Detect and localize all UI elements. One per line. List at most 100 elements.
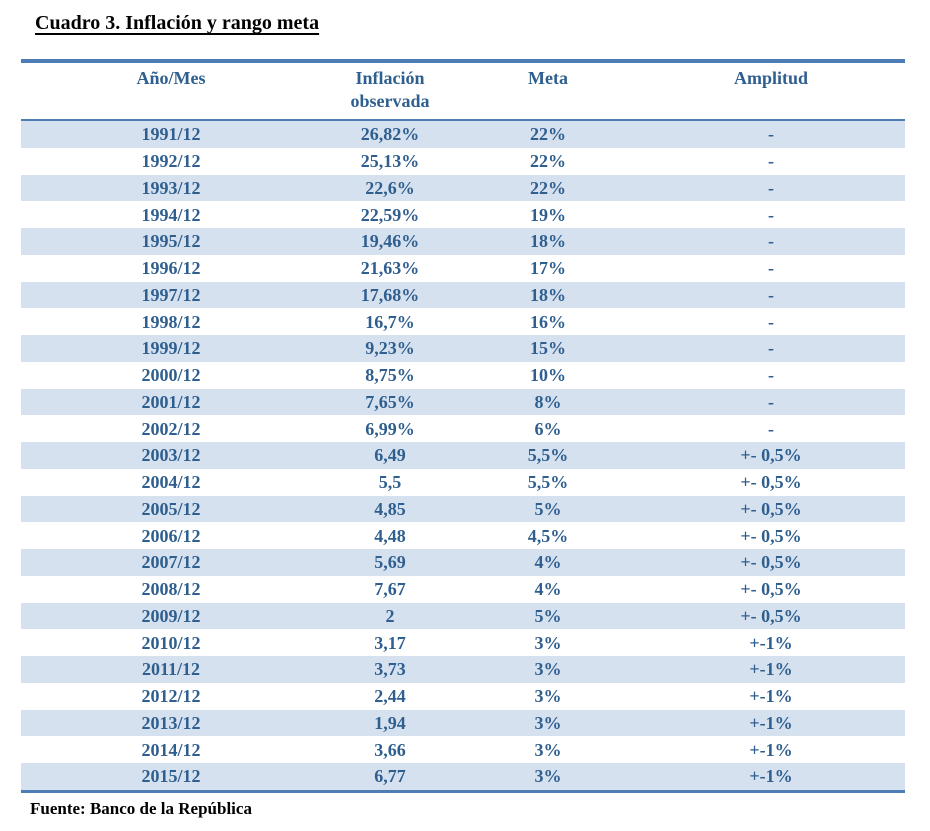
cell-amplitud: - (768, 204, 774, 225)
cell-meta: 22% (530, 124, 566, 145)
cell-anio-mes: 1998/12 (141, 311, 201, 332)
cell-inflacion-observada: 5,69 (374, 552, 406, 573)
cell-inflacion-observada: 6,99% (365, 418, 415, 439)
cell-anio-mes: 1992/12 (141, 151, 201, 172)
cell-inflacion-observada: 25,13% (360, 151, 420, 172)
cell-amplitud: +-1% (749, 739, 793, 760)
cell-anio-mes: 2002/12 (141, 418, 201, 439)
cell-amplitud: - (768, 311, 774, 332)
cell-inflacion-observada: 22,59% (360, 204, 420, 225)
cell-amplitud: +- 0,5% (740, 445, 802, 466)
cell-inflacion-observada: 7,67 (374, 579, 406, 600)
cell-amplitud: - (768, 284, 774, 305)
table-row: 2000/12 8,75% 10% - (21, 361, 905, 389)
cell-anio-mes: 2006/12 (141, 525, 201, 546)
cell-amplitud: - (768, 258, 774, 279)
cell-amplitud: - (768, 177, 774, 198)
inflation-target-table: Año/Mes Inflación observada Meta Amplitu… (21, 59, 905, 793)
table-row: 2007/12 5,69 4% +- 0,5% (21, 549, 905, 576)
cell-inflacion-observada: 4,85 (374, 498, 406, 519)
cell-meta: 15% (530, 338, 566, 359)
cell-amplitud: +-1% (749, 712, 793, 733)
cell-meta: 22% (530, 177, 566, 198)
source-note: Fuente: Banco de la República (30, 798, 252, 818)
cell-anio-mes: 2010/12 (141, 632, 201, 653)
cell-inflacion-observada: 2,44 (374, 686, 406, 707)
cell-meta: 3% (534, 766, 562, 787)
table-row: 1999/12 9,23% 15% - (21, 335, 905, 362)
cell-anio-mes: 2005/12 (141, 498, 201, 519)
cell-anio-mes: 2014/12 (141, 739, 201, 760)
cell-meta: 4% (534, 579, 562, 600)
cell-inflacion-observada: 5,5 (378, 472, 402, 493)
table-row: 2011/12 3,73 3% +-1% (21, 656, 905, 683)
cell-anio-mes: 1991/12 (141, 124, 201, 145)
table-row: 1997/12 17,68% 18% - (21, 281, 905, 309)
cell-meta: 8% (534, 391, 562, 412)
cell-amplitud: - (768, 418, 774, 439)
cell-meta: 22% (530, 151, 566, 172)
cell-amplitud: - (768, 124, 774, 145)
cell-inflacion-observada: 3,17 (374, 632, 406, 653)
cell-amplitud: +- 0,5% (740, 605, 802, 626)
cell-anio-mes: 1995/12 (141, 231, 201, 252)
cell-meta: 18% (530, 231, 566, 252)
table-row: 2015/12 6,77 3% +-1% (21, 763, 905, 792)
table-row: 2001/12 7,65% 8% - (21, 388, 905, 416)
table-row: 2008/12 7,67 4% +- 0,5% (21, 575, 905, 603)
table-row: 2013/12 1,94 3% +-1% (21, 709, 905, 737)
table-row: 1993/12 22,6% 22% - (21, 174, 905, 202)
table-title: Cuadro 3. Inflación y rango meta (35, 12, 320, 34)
cell-inflacion-observada: 21,63% (360, 258, 420, 279)
cell-meta: 4,5% (527, 525, 569, 546)
table-body: 1991/12 26,82% 22% -1992/12 25,13% 22% -1993/1… (21, 120, 905, 792)
cell-anio-mes: 1994/12 (141, 204, 201, 225)
cell-meta: 5,5% (527, 445, 569, 466)
cell-inflacion-observada: 3,66 (374, 739, 406, 760)
cell-amplitud: - (768, 151, 774, 172)
cell-meta: 3% (534, 632, 562, 653)
cell-inflacion-observada: 6,77 (374, 766, 406, 787)
cell-amplitud: +- 0,5% (740, 579, 802, 600)
table-row: 2004/12 5,5 5,5% +- 0,5% (21, 468, 905, 496)
cell-meta: 10% (530, 365, 566, 386)
cell-anio-mes: 1999/12 (141, 338, 201, 359)
cell-meta: 18% (530, 284, 566, 305)
cell-amplitud: - (768, 231, 774, 252)
table-row: 2005/12 4,85 5% +- 0,5% (21, 495, 905, 523)
cell-meta: 4% (534, 552, 562, 573)
header-anio-mes: Año/Mes (21, 61, 321, 121)
cell-amplitud: - (768, 391, 774, 412)
header-meta: Meta (459, 61, 637, 121)
cell-anio-mes: 2001/12 (141, 391, 201, 412)
cell-meta: 3% (534, 712, 562, 733)
table-row: 2010/12 3,17 3% +-1% (21, 629, 905, 656)
cell-anio-mes: 2000/12 (141, 365, 201, 386)
cell-meta: 3% (534, 659, 562, 680)
table-row: 1991/12 26,82% 22% - (21, 120, 905, 148)
cell-inflacion-observada: 22,6% (365, 177, 415, 198)
table-row: 1995/12 19,46% 18% - (21, 228, 905, 255)
cell-anio-mes: 2015/12 (141, 766, 201, 787)
cell-inflacion-observada: 8,75% (365, 365, 415, 386)
cell-inflacion-observada: 3,73 (374, 659, 406, 680)
cell-meta: 17% (530, 258, 566, 279)
cell-anio-mes: 1997/12 (141, 284, 201, 305)
cell-anio-mes: 1996/12 (141, 258, 201, 279)
cell-inflacion-observada: 4,48 (374, 525, 406, 546)
cell-amplitud: +-1% (749, 632, 793, 653)
cell-inflacion-observada: 1,94 (374, 712, 406, 733)
table-row: 1992/12 25,13% 22% - (21, 147, 905, 175)
table-row: 2006/12 4,48 4,5% +- 0,5% (21, 522, 905, 549)
cell-inflacion-observada: 26,82% (360, 124, 420, 145)
cell-meta: 5% (534, 605, 562, 626)
cell-anio-mes: 2007/12 (141, 552, 201, 573)
header-amplitud: Amplitud (637, 61, 905, 121)
cell-meta: 16% (530, 311, 566, 332)
table-row: 1998/12 16,7% 16% - (21, 308, 905, 335)
cell-inflacion-observada: 6,49 (374, 445, 406, 466)
cell-anio-mes: 2003/12 (141, 445, 201, 466)
cell-meta: 3% (534, 686, 562, 707)
cell-inflacion-observada: 17,68% (360, 284, 420, 305)
